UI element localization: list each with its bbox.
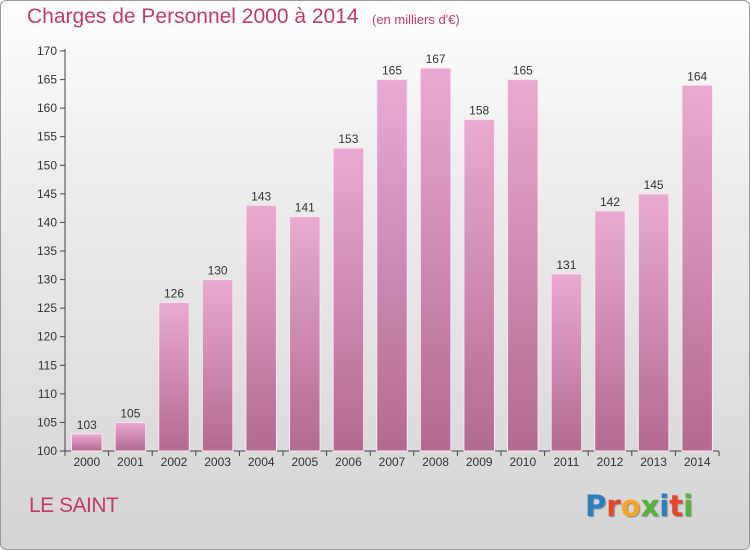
chart-subtitle: (en milliers d'€) xyxy=(372,12,460,27)
y-tick-label: 130 xyxy=(37,273,57,287)
bar xyxy=(681,84,713,452)
data-label: 130 xyxy=(208,264,228,278)
y-tick-label: 100 xyxy=(37,444,57,458)
chart-title: Charges de Personnel 2000 à 2014 xyxy=(27,5,359,28)
y-tick-label: 105 xyxy=(37,415,57,429)
x-tick-label: 2010 xyxy=(509,455,536,469)
data-label: 142 xyxy=(600,195,620,209)
logo-letter: P xyxy=(585,489,607,523)
x-tick-label: 2003 xyxy=(204,455,231,469)
y-tick-label: 150 xyxy=(37,158,57,172)
data-label: 158 xyxy=(469,104,489,118)
data-label: 145 xyxy=(644,178,664,192)
logo-letter: r xyxy=(606,489,621,523)
data-label: 165 xyxy=(513,64,533,78)
x-tick-label: 2006 xyxy=(335,455,362,469)
bar xyxy=(376,79,408,452)
x-tick-label: 2005 xyxy=(291,455,318,469)
bar xyxy=(594,210,626,452)
bar xyxy=(332,147,365,452)
y-tick-label: 115 xyxy=(38,358,57,372)
logo-letter: t xyxy=(669,489,684,523)
data-label: 164 xyxy=(687,69,707,83)
x-tick-label: 2001 xyxy=(117,455,144,469)
x-tick-label: 2004 xyxy=(248,455,275,469)
bar xyxy=(507,79,539,452)
y-tick-label: 155 xyxy=(37,130,57,144)
data-label: 165 xyxy=(382,64,402,78)
bar xyxy=(71,433,103,452)
bar xyxy=(245,204,277,452)
data-label: 167 xyxy=(426,52,446,66)
y-tick-label: 125 xyxy=(37,301,57,315)
data-label: 131 xyxy=(556,258,576,272)
place-name: LE SAINT xyxy=(29,494,119,517)
bar xyxy=(463,119,495,452)
x-tick-label: 2007 xyxy=(379,455,406,469)
logo-letter: i xyxy=(659,489,670,523)
y-tick-label: 110 xyxy=(38,387,57,401)
y-tick-label: 160 xyxy=(37,101,57,115)
x-tick-label: 2013 xyxy=(640,455,667,469)
y-tick-label: 140 xyxy=(37,215,57,229)
x-tick-label: 2009 xyxy=(466,455,493,469)
logo-letter: o xyxy=(620,489,641,523)
data-label: 126 xyxy=(164,286,184,300)
bar xyxy=(550,273,583,452)
logo-letter: i xyxy=(683,489,694,523)
y-tick-label: 145 xyxy=(37,187,57,201)
data-label: 143 xyxy=(251,189,271,203)
y-tick-label: 120 xyxy=(37,330,57,344)
x-tick-label: 2008 xyxy=(422,455,449,469)
bar xyxy=(201,279,234,452)
x-tick-label: 2014 xyxy=(684,455,711,469)
y-tick-label: 135 xyxy=(37,244,57,258)
bar xyxy=(158,301,190,452)
data-label: 105 xyxy=(120,406,140,420)
data-label: 141 xyxy=(295,201,315,215)
bar xyxy=(114,421,147,452)
x-tick-label: 2012 xyxy=(597,455,624,469)
proxiti-logo: Proxiti xyxy=(585,489,693,523)
bar xyxy=(637,193,670,452)
y-tick-label: 165 xyxy=(37,73,57,87)
y-tick-label: 170 xyxy=(37,44,57,58)
data-label: 103 xyxy=(77,418,97,432)
logo-letter: x xyxy=(640,489,660,523)
x-tick-label: 2002 xyxy=(161,455,188,469)
x-tick-label: 2011 xyxy=(553,455,579,469)
bar xyxy=(289,216,321,452)
bar xyxy=(419,67,452,452)
data-label: 153 xyxy=(338,132,358,146)
x-tick-label: 2000 xyxy=(73,455,100,469)
